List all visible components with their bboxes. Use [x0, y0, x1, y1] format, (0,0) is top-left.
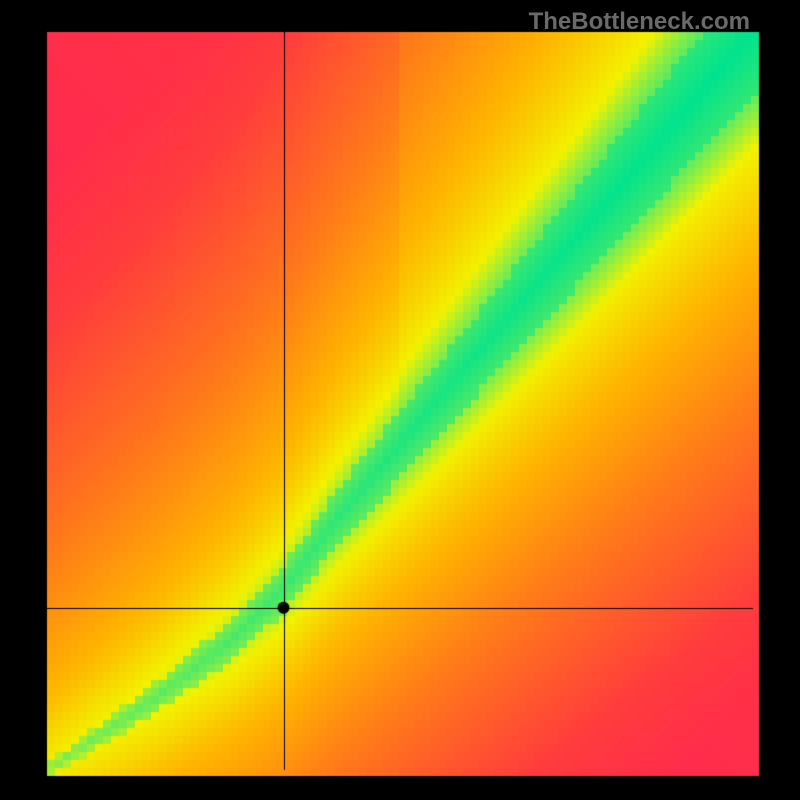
bottleneck-heatmap — [0, 0, 800, 800]
chart-container: { "watermark": { "text": "TheBottleneck.… — [0, 0, 800, 800]
watermark-text: TheBottleneck.com — [529, 8, 750, 36]
